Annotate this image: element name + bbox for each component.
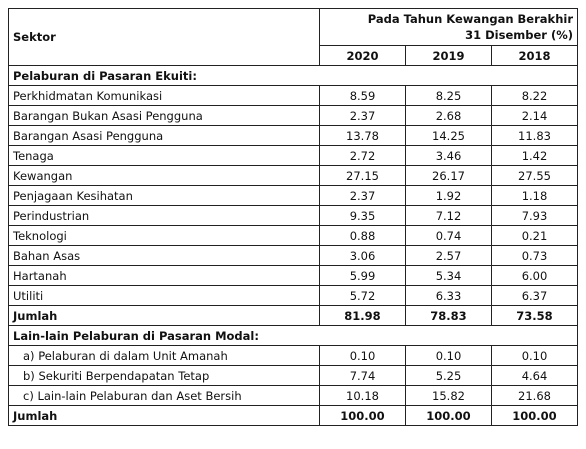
year: 2019 [405,45,492,66]
total-value: 100.00 [319,405,406,426]
section-title: Pelaburan di Pasaran Ekuiti: [8,65,578,86]
cell-value: 27.15 [319,165,406,186]
row-label: Kewangan [8,165,320,186]
row-label: Penjagaan Kesihatan [8,185,320,206]
cell-value: 11.83 [491,125,578,146]
total-row: Jumlah 81.98 78.83 73.58 [8,305,578,326]
cell-value: 7.12 [405,205,492,226]
data-row: Teknologi 0.88 0.74 0.21 [8,225,578,246]
cell-value: 14.25 [405,125,492,146]
cell-value: 7.74 [319,365,406,386]
total-value: 100.00 [405,405,492,426]
cell-value: 2.68 [405,105,492,126]
row-label: Utiliti [8,285,320,306]
total-row: Jumlah 100.00 100.00 100.00 [8,405,578,426]
row-label: c) Lain-lain Pelaburan dan Aset Bersih [8,385,320,406]
cell-value: 2.37 [319,105,406,126]
cell-value: 8.59 [319,85,406,106]
cell-value: 8.22 [491,85,578,106]
cell-value: 0.21 [491,225,578,246]
row-label: Teknologi [8,225,320,246]
row-label: a) Pelaburan di dalam Unit Amanah [8,345,320,366]
data-row: Penjagaan Kesihatan 2.37 1.92 1.18 [8,185,578,206]
cell-value: 6.00 [491,265,578,286]
cell-value: 5.99 [319,265,406,286]
cell-value: 2.14 [491,105,578,126]
row-label: Barangan Bukan Asasi Pengguna [8,105,320,126]
row-label: Barangan Asasi Pengguna [8,125,320,146]
data-row: Barangan Bukan Asasi Pengguna 2.37 2.68 2.1… [8,105,578,126]
period-header: Pada Tahun Kewangan Berakhir 31 Disember … [319,8,578,46]
data-row: Perindustrian 9.35 7.12 7.93 [8,205,578,226]
period-line: 31 Disember (%) [465,28,573,42]
cell-value: 13.78 [319,125,406,146]
cell-value: 21.68 [491,385,578,406]
cell-value: 0.10 [491,345,578,366]
cell-value: 3.06 [319,245,406,266]
cell-value: 0.10 [319,345,406,366]
cell-value: 1.42 [491,145,578,166]
table-body: Sektor Pada Tahun Kewangan Berakhir 31 Di… [8,8,578,426]
cell-value: 8.25 [405,85,492,106]
cell-value: 26.17 [405,165,492,186]
year: 2018 [491,45,578,66]
cell-value: 0.10 [405,345,492,366]
total-value: 81.98 [319,305,406,326]
data-row: a) Pelaburan di dalam Unit Amanah 0.10 0.1… [8,345,578,366]
data-row: Kewangan 27.15 26.17 27.55 [8,165,578,186]
row-label: Bahan Asas [8,245,320,266]
cell-value: 7.93 [491,205,578,226]
section-title: Lain-lain Pelaburan di Pasaran Modal: [8,325,578,346]
year: 2020 [319,45,406,66]
cell-value: 0.74 [405,225,492,246]
cell-value: 2.72 [319,145,406,166]
row-label: Perkhidmatan Komunikasi [8,85,320,106]
cell-value: 6.33 [405,285,492,306]
total-value: 78.83 [405,305,492,326]
total-value: 73.58 [491,305,578,326]
data-row: Tenaga 2.72 3.46 1.42 [8,145,578,166]
cell-value: 10.18 [319,385,406,406]
cell-value: 3.46 [405,145,492,166]
row-label: Hartanah [8,265,320,286]
cell-value: 9.35 [319,205,406,226]
allocation-table: Sektor Pada Tahun Kewangan Berakhir 31 Di… [8,8,578,426]
total-label: Jumlah [8,305,320,326]
data-row: Hartanah 5.99 5.34 6.00 [8,265,578,286]
cell-value: 1.18 [491,185,578,206]
cell-value: 27.55 [491,165,578,186]
data-row: Perkhidmatan Komunikasi 8.59 8.25 8.22 [8,85,578,106]
data-row: b) Sekuriti Berpendapatan Tetap 7.74 5.25 4… [8,365,578,386]
data-row: Utiliti 5.72 6.33 6.37 [8,285,578,306]
section-row: Pelaburan di Pasaran Ekuiti: [8,65,578,86]
row-label: Tenaga [8,145,320,166]
period-line: Pada Tahun Kewangan Berakhir [367,12,573,26]
section-row: Lain-lain Pelaburan di Pasaran Modal: [8,325,578,346]
header-row: Sektor Pada Tahun Kewangan Berakhir 31 Di… [8,8,578,66]
cell-value: 0.88 [319,225,406,246]
row-label: b) Sekuriti Berpendapatan Tetap [8,365,320,386]
cell-value: 2.37 [319,185,406,206]
cell-value: 1.92 [405,185,492,206]
sector-header: Sektor [8,8,320,66]
cell-value: 5.25 [405,365,492,386]
data-row: Bahan Asas 3.06 2.57 0.73 [8,245,578,266]
cell-value: 2.57 [405,245,492,266]
row-label: Perindustrian [8,205,320,226]
cell-value: 6.37 [491,285,578,306]
data-row: c) Lain-lain Pelaburan dan Aset Bersih 10… [8,385,578,406]
total-value: 100.00 [491,405,578,426]
cell-value: 15.82 [405,385,492,406]
cell-value: 0.73 [491,245,578,266]
cell-value: 5.72 [319,285,406,306]
cell-value: 4.64 [491,365,578,386]
cell-value: 5.34 [405,265,492,286]
total-label: Jumlah [8,405,320,426]
data-row: Barangan Asasi Pengguna 13.78 14.25 11.83 [8,125,578,146]
